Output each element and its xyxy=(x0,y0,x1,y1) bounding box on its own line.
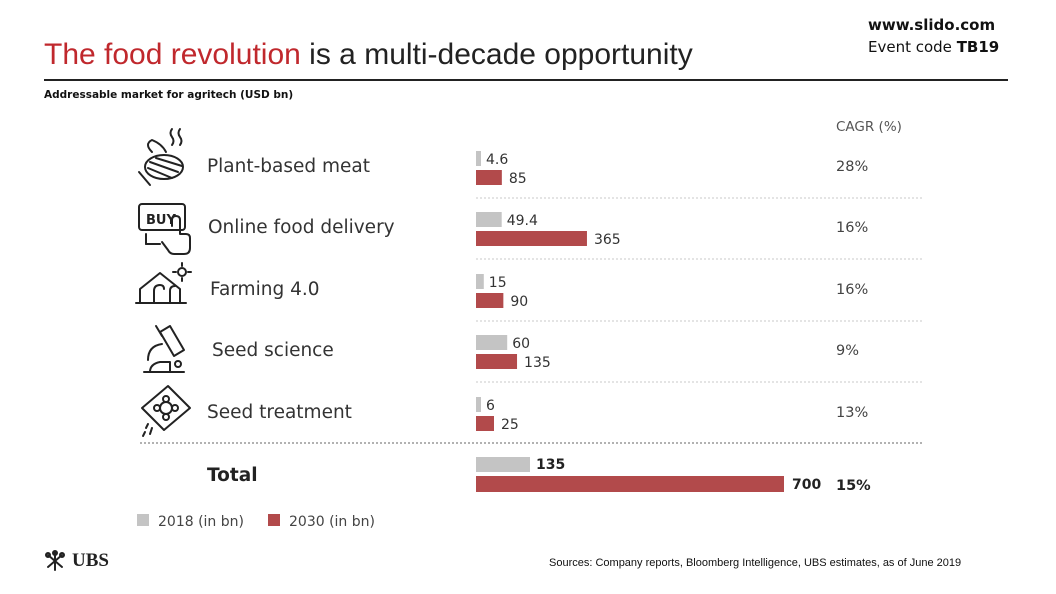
cagr-value: 9% xyxy=(836,343,859,359)
cagr-value: 28% xyxy=(836,159,868,175)
category-label: Seed treatment xyxy=(207,402,352,423)
value-label-2018: 49.4 xyxy=(507,213,538,229)
bar-2030 xyxy=(476,416,494,431)
buy-icon-text: BUY xyxy=(146,213,176,228)
buy-hand-icon xyxy=(138,203,191,255)
value-label-2018: 4.6 xyxy=(486,152,508,168)
greenhouse-sun-icon xyxy=(135,262,192,304)
ubs-keys-icon xyxy=(45,550,65,571)
seed-packet-icon xyxy=(141,385,191,437)
ubs-brand-text: UBS xyxy=(72,550,109,571)
category-label: Plant-based meat xyxy=(207,156,370,177)
cagr-header: CAGR (%) xyxy=(836,119,902,135)
legend-label-2030: 2030 (in bn) xyxy=(289,514,375,530)
category-label: Online food delivery xyxy=(208,217,395,238)
cagr-value: 13% xyxy=(836,405,868,421)
bar-total-2018 xyxy=(476,457,530,472)
title-highlight: The food revolution xyxy=(44,38,301,71)
slido-info: www.slido.com Event code TB19 xyxy=(868,14,999,58)
ubs-logo: UBS xyxy=(44,550,109,572)
cagr-total: 15% xyxy=(836,478,871,494)
bar-total-2030 xyxy=(476,476,784,492)
title-divider xyxy=(44,79,1008,81)
value-label-2030: 365 xyxy=(594,232,621,248)
cagr-value: 16% xyxy=(836,282,868,298)
event-code: TB19 xyxy=(956,38,1000,56)
chart-subtitle: Addressable market for agritech (USD bn) xyxy=(44,89,294,101)
grill-steak-icon xyxy=(138,128,184,186)
microscope-icon xyxy=(143,325,185,373)
bar-2030 xyxy=(476,170,502,185)
value-label-2018: 60 xyxy=(512,336,530,352)
cagr-value: 16% xyxy=(836,220,868,236)
legend-swatch-2018 xyxy=(137,514,149,526)
slide-title: The food revolution is a multi-decade op… xyxy=(44,38,693,72)
value-label-2018: 15 xyxy=(489,275,507,291)
bar-2018 xyxy=(476,151,481,166)
total-label: Total xyxy=(207,465,258,486)
event-code-prefix: Event code xyxy=(868,38,957,56)
value-label-total-2030: 700 xyxy=(792,477,821,493)
bar-2018 xyxy=(476,397,481,412)
category-label: Farming 4.0 xyxy=(210,279,320,300)
value-label-2030: 90 xyxy=(510,294,528,310)
title-rest: is a multi-decade opportunity xyxy=(300,38,693,71)
bar-2030 xyxy=(476,354,518,369)
value-label-2030: 25 xyxy=(501,417,519,433)
slido-event-code: Event code TB19 xyxy=(868,36,999,58)
legend-swatch-2030 xyxy=(268,514,280,526)
bar-2030 xyxy=(476,231,587,246)
value-label-2030: 135 xyxy=(524,355,551,371)
bar-2018 xyxy=(476,212,502,227)
legend-label-2018: 2018 (in bn) xyxy=(158,514,244,530)
slido-url: www.slido.com xyxy=(868,16,996,34)
value-label-total-2018: 135 xyxy=(536,457,565,473)
bar-2030 xyxy=(476,293,504,308)
value-label-2018: 6 xyxy=(486,398,495,414)
sources-note: Sources: Company reports, Bloomberg Inte… xyxy=(549,557,962,569)
value-label-2030: 85 xyxy=(509,171,527,187)
bar-2018 xyxy=(476,335,508,350)
category-label: Seed science xyxy=(212,340,334,361)
bar-2018 xyxy=(476,274,484,289)
